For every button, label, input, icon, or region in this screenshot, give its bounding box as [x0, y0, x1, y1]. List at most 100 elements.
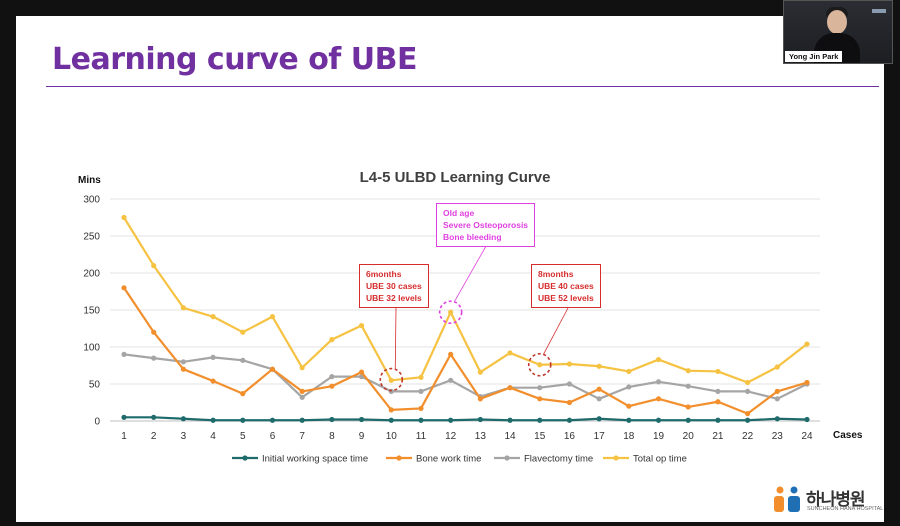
data-point [477, 416, 483, 423]
legend-marker [396, 455, 402, 461]
slide-title: Learning curve of UBE [52, 42, 418, 77]
data-point [685, 417, 691, 423]
series-2 [121, 351, 810, 402]
callout-8months-leader [543, 307, 569, 354]
callout-line: 6months [366, 269, 402, 279]
hospital-name: 하나병원 [806, 490, 866, 510]
callout-line: Severe Osteoporosis [443, 220, 529, 230]
x-axis-label: Cases [833, 430, 863, 441]
data-point [299, 365, 305, 371]
data-point [655, 396, 662, 402]
callout-8months-box: 8months UBE 40 cases UBE 52 levels [531, 264, 601, 308]
y-tick-label: 250 [83, 232, 100, 243]
x-tick-label: 2 [151, 431, 157, 442]
data-point [388, 377, 394, 383]
data-point [715, 388, 721, 394]
data-point [655, 356, 662, 363]
data-point [151, 414, 157, 420]
video-corner-logo [872, 9, 886, 13]
data-point [388, 388, 394, 394]
data-point [507, 350, 513, 356]
data-point [418, 388, 424, 394]
y-tick-label: 50 [89, 380, 101, 391]
data-point [448, 377, 454, 383]
data-point [448, 351, 454, 357]
data-point [418, 405, 424, 412]
data-point [685, 368, 691, 374]
chart-title: L4-5 ULBD Learning Curve [360, 169, 551, 186]
hospital-logo-icon [774, 486, 800, 512]
data-point [448, 417, 454, 423]
data-point [299, 388, 305, 394]
data-point [774, 396, 780, 402]
data-point [537, 396, 543, 402]
x-tick-label: 12 [445, 431, 457, 442]
data-point [715, 368, 721, 375]
data-point [774, 388, 780, 394]
participant-video-tile[interactable]: Yong Jin Park [783, 0, 893, 64]
data-point [537, 362, 543, 368]
x-tick-label: 13 [475, 431, 487, 442]
callout-line: Bone bleeding [443, 232, 502, 242]
series-line [123, 353, 808, 400]
data-point [537, 417, 543, 423]
data-point [715, 399, 721, 405]
y-axis-label: Mins [78, 175, 101, 186]
data-point [804, 341, 810, 347]
data-point [745, 388, 751, 394]
callout-old-age-leader [454, 246, 486, 302]
callout-old-age-box: Old age Severe Osteoporosis Bone bleeding [436, 203, 536, 247]
data-point [388, 417, 394, 423]
data-point [626, 403, 632, 409]
data-point [655, 417, 662, 423]
y-tick-label: 0 [94, 417, 100, 428]
callout-line: UBE 30 cases [366, 281, 422, 291]
hospital-logo: 하나병원 SUNCHEON HANA HOSPITAL [770, 484, 885, 520]
y-tick-label: 200 [83, 269, 100, 280]
series-0 [121, 414, 810, 423]
data-point [151, 263, 157, 269]
x-tick-label: 16 [564, 431, 576, 442]
data-point [210, 314, 216, 320]
callout-6months-circle [379, 367, 404, 392]
x-tick-label: 1 [121, 431, 127, 442]
title-divider [46, 86, 879, 87]
data-point [774, 416, 780, 422]
data-point [477, 396, 483, 402]
legend-marker [613, 455, 619, 461]
data-point [804, 416, 810, 423]
callout-6months-box: 6months UBE 30 cases UBE 32 levels [359, 264, 429, 308]
series-line [123, 216, 808, 384]
data-point [388, 407, 394, 413]
data-point [151, 329, 157, 335]
data-point [121, 214, 127, 221]
x-tick-label: 3 [181, 431, 187, 442]
data-point [180, 416, 186, 422]
data-point [626, 368, 632, 375]
data-point [210, 378, 216, 384]
data-point [299, 417, 305, 423]
data-point [180, 359, 186, 365]
data-point [566, 361, 573, 367]
data-point [240, 357, 246, 363]
legend-marker [504, 455, 510, 461]
series-line [124, 416, 808, 422]
y-tick-label: 300 [83, 195, 100, 206]
x-tick-label: 4 [210, 431, 216, 442]
callout-old-age-circle [438, 300, 463, 325]
x-tick-label: 10 [386, 431, 398, 442]
data-point [151, 355, 157, 361]
presentation-slide: Learning curve of UBE [16, 16, 884, 522]
data-point [448, 309, 454, 315]
x-tick-label: 18 [623, 431, 635, 442]
data-point [537, 385, 543, 391]
y-tick-label: 100 [83, 343, 100, 354]
x-tick-label: 11 [416, 431, 427, 442]
legend-entry: Bone work time [416, 454, 481, 465]
callout-8months-circle [527, 352, 552, 377]
x-tick-label: 9 [359, 431, 365, 442]
callout-line: UBE 52 levels [538, 293, 594, 303]
x-tick-label: 19 [653, 431, 665, 442]
data-point [418, 417, 424, 423]
